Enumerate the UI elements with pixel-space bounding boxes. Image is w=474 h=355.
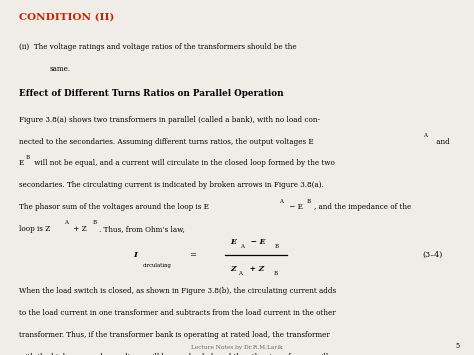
Text: will not be equal, and a current will circulate in the closed loop formed by the: will not be equal, and a current will ci… [32, 159, 335, 168]
Text: . Thus, from Ohm’s law,: . Thus, from Ohm’s law, [99, 225, 184, 233]
Text: A: A [64, 220, 68, 225]
Text: + Z: + Z [71, 225, 87, 233]
Text: B: B [273, 271, 278, 276]
Text: When the load switch is closed, as shown in Figure 3.8(b), the circulating curre: When the load switch is closed, as shown… [19, 287, 336, 295]
Text: transformer. Thus, if the transformer bank is operating at rated load, the trans: transformer. Thus, if the transformer ba… [19, 331, 330, 339]
Text: The phasor sum of the voltages around the loop is E: The phasor sum of the voltages around th… [19, 203, 209, 211]
Text: Z: Z [230, 264, 236, 273]
Text: B: B [92, 220, 97, 225]
Text: A: A [279, 198, 283, 203]
Text: E: E [19, 159, 24, 168]
Text: , and the impedance of the: , and the impedance of the [314, 203, 411, 211]
Text: Effect of Different Turns Ratios on Parallel Operation: Effect of Different Turns Ratios on Para… [19, 89, 283, 98]
Text: I: I [133, 251, 137, 259]
Text: + Z: + Z [247, 264, 264, 273]
Text: secondaries. The circulating current is indicated by broken arrows in Figure 3.8: secondaries. The circulating current is … [19, 181, 324, 189]
Text: B: B [275, 244, 279, 249]
Text: nected to the secondaries. Assuming different turns ratios, the output voltages : nected to the secondaries. Assuming diff… [19, 138, 314, 146]
Text: with the higher secondary voltage will be overloaded, and the other transformer : with the higher secondary voltage will b… [19, 353, 328, 355]
Text: B: B [26, 155, 30, 160]
Text: circulating: circulating [143, 263, 172, 268]
Text: =: = [190, 251, 197, 259]
Text: A: A [238, 271, 242, 276]
Text: − E: − E [248, 237, 265, 246]
Text: and: and [434, 138, 449, 146]
Text: (ii)  The voltage ratings and voltage ratios of the transformers should be the: (ii) The voltage ratings and voltage rat… [19, 43, 297, 51]
Text: 5: 5 [456, 342, 460, 350]
Text: A: A [423, 133, 427, 138]
Text: E: E [230, 237, 236, 246]
Text: same.: same. [50, 65, 71, 73]
Text: (3–4): (3–4) [423, 251, 443, 259]
Text: Lecture Notes by Dr.R.M.Larik: Lecture Notes by Dr.R.M.Larik [191, 345, 283, 350]
Text: B: B [307, 198, 311, 203]
Text: Figure 3.8(a) shows two transformers in parallel (called a bank), with no load c: Figure 3.8(a) shows two transformers in … [19, 116, 320, 124]
Text: to the load current in one transformer and subtracts from the load current in th: to the load current in one transformer a… [19, 309, 336, 317]
Text: A: A [240, 244, 244, 249]
Text: − E: − E [287, 203, 303, 211]
Text: loop is Z: loop is Z [19, 225, 50, 233]
Text: CONDITION (II): CONDITION (II) [19, 12, 114, 21]
